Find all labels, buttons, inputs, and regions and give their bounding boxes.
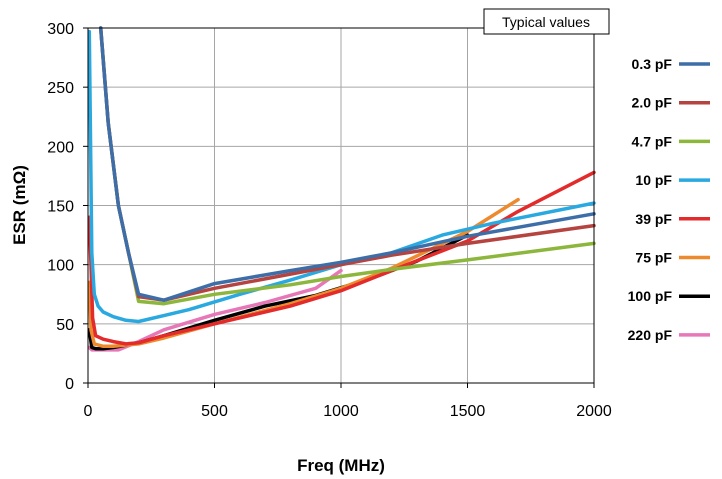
- typical-values-box: [483, 8, 610, 35]
- series-line-39-pf: [87, 170, 596, 346]
- legend-label: 75 pF: [635, 250, 672, 266]
- legend-item: 0.3 pF: [632, 56, 710, 72]
- y-tick-label: 150: [47, 199, 74, 216]
- y-tick-label: 100: [47, 258, 74, 275]
- x-tick-label: 2000: [576, 403, 612, 420]
- typical-values-label: Typical values: [502, 14, 590, 30]
- y-tick-label: 50: [56, 317, 74, 334]
- y-tick-label: 0: [65, 376, 74, 393]
- legend-item: 220 pF: [628, 327, 710, 343]
- legend-label: 220 pF: [628, 327, 673, 343]
- x-tick-label: 1500: [450, 403, 486, 420]
- x-tick-label: 0: [84, 403, 93, 420]
- legend-label: 10 pF: [635, 172, 672, 188]
- tick-labels: 0 500 1000 1500 2000 0 50 100 150 200 250 300: [47, 21, 612, 420]
- series-line-10-pf: [87, 29, 596, 324]
- y-tick-label: 250: [47, 80, 74, 97]
- plot-frame: [87, 27, 595, 384]
- x-axis-title: Freq (MHz): [297, 456, 385, 475]
- legend-item: 39 pF: [635, 211, 710, 227]
- y-tick-label: 300: [47, 21, 74, 38]
- legend: 0.3 pF 2.0 pF 4.7 pF 10 pF 39 pF 75 pF 100 pF 2…: [628, 56, 710, 343]
- y-tick-label: 200: [47, 139, 74, 156]
- typical-values-note: Typical values: [483, 8, 610, 35]
- series-line-0-3-pf: [98, 26, 596, 302]
- legend-item: 100 pF: [628, 288, 710, 304]
- x-tick-label: 1000: [323, 403, 359, 420]
- legend-label: 100 pF: [628, 288, 673, 304]
- legend-label: 0.3 pF: [632, 56, 673, 72]
- legend-label: 2.0 pF: [632, 95, 673, 111]
- legend-label: 4.7 pF: [632, 133, 673, 149]
- x-tick-label: 500: [201, 403, 228, 420]
- legend-item: 2.0 pF: [632, 95, 710, 111]
- legend-item: 75 pF: [635, 250, 710, 266]
- series-lines: [87, 26, 596, 352]
- legend-label: 39 pF: [635, 211, 672, 227]
- legend-item: 4.7 pF: [632, 133, 710, 149]
- y-axis-title: ESR (mΩ): [10, 165, 29, 245]
- legend-item: 10 pF: [635, 172, 710, 188]
